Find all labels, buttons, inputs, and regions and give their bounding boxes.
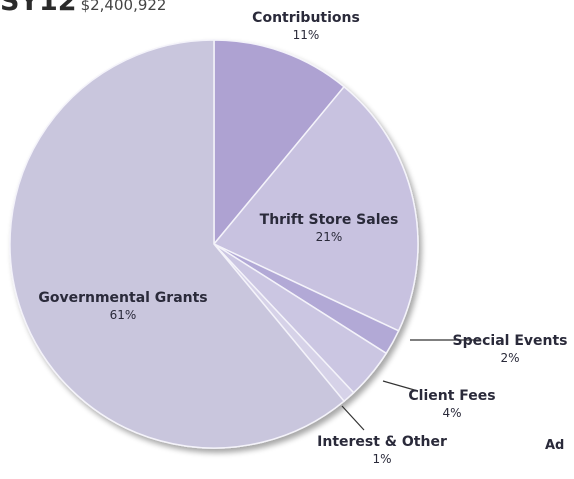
pie-labels: Contributions 11% Thrift Store Sales 21% Spe… (38, 10, 567, 466)
label-client-fees: Client Fees (408, 388, 495, 404)
chart-header: SY12 $2,400,922 (0, 0, 166, 17)
label-thrift-store-sales: Thrift Store Sales (260, 212, 399, 228)
label-contributions: Contributions (252, 10, 360, 26)
label-interest-and-other: Interest & Other (317, 434, 447, 450)
leader-line-client-fees (382, 380, 419, 392)
slice-thrift-store-sales (212, 85, 419, 332)
slice-contributions (213, 39, 346, 247)
value-label-client-fees: 4% (442, 406, 461, 420)
value-label-thrift-store-sales: 21% (316, 230, 343, 244)
pie-slices (9, 39, 419, 449)
label-special-events: Special Events (453, 333, 568, 349)
value-label-special-events: 2% (500, 351, 519, 365)
header-prefix: SY12 (0, 0, 77, 17)
clipped-label: Ad (545, 438, 565, 453)
label-governmental-grants: Governmental Grants (38, 290, 207, 306)
slice-governmental-grants (9, 39, 346, 449)
value-label-contributions: 11% (293, 28, 320, 42)
leader-line-interest-and-other (341, 405, 365, 431)
header-amount: $2,400,922 (80, 0, 167, 14)
value-label-interest-and-other: 1% (372, 452, 391, 466)
value-label-governmental-grants: 61% (110, 308, 137, 322)
